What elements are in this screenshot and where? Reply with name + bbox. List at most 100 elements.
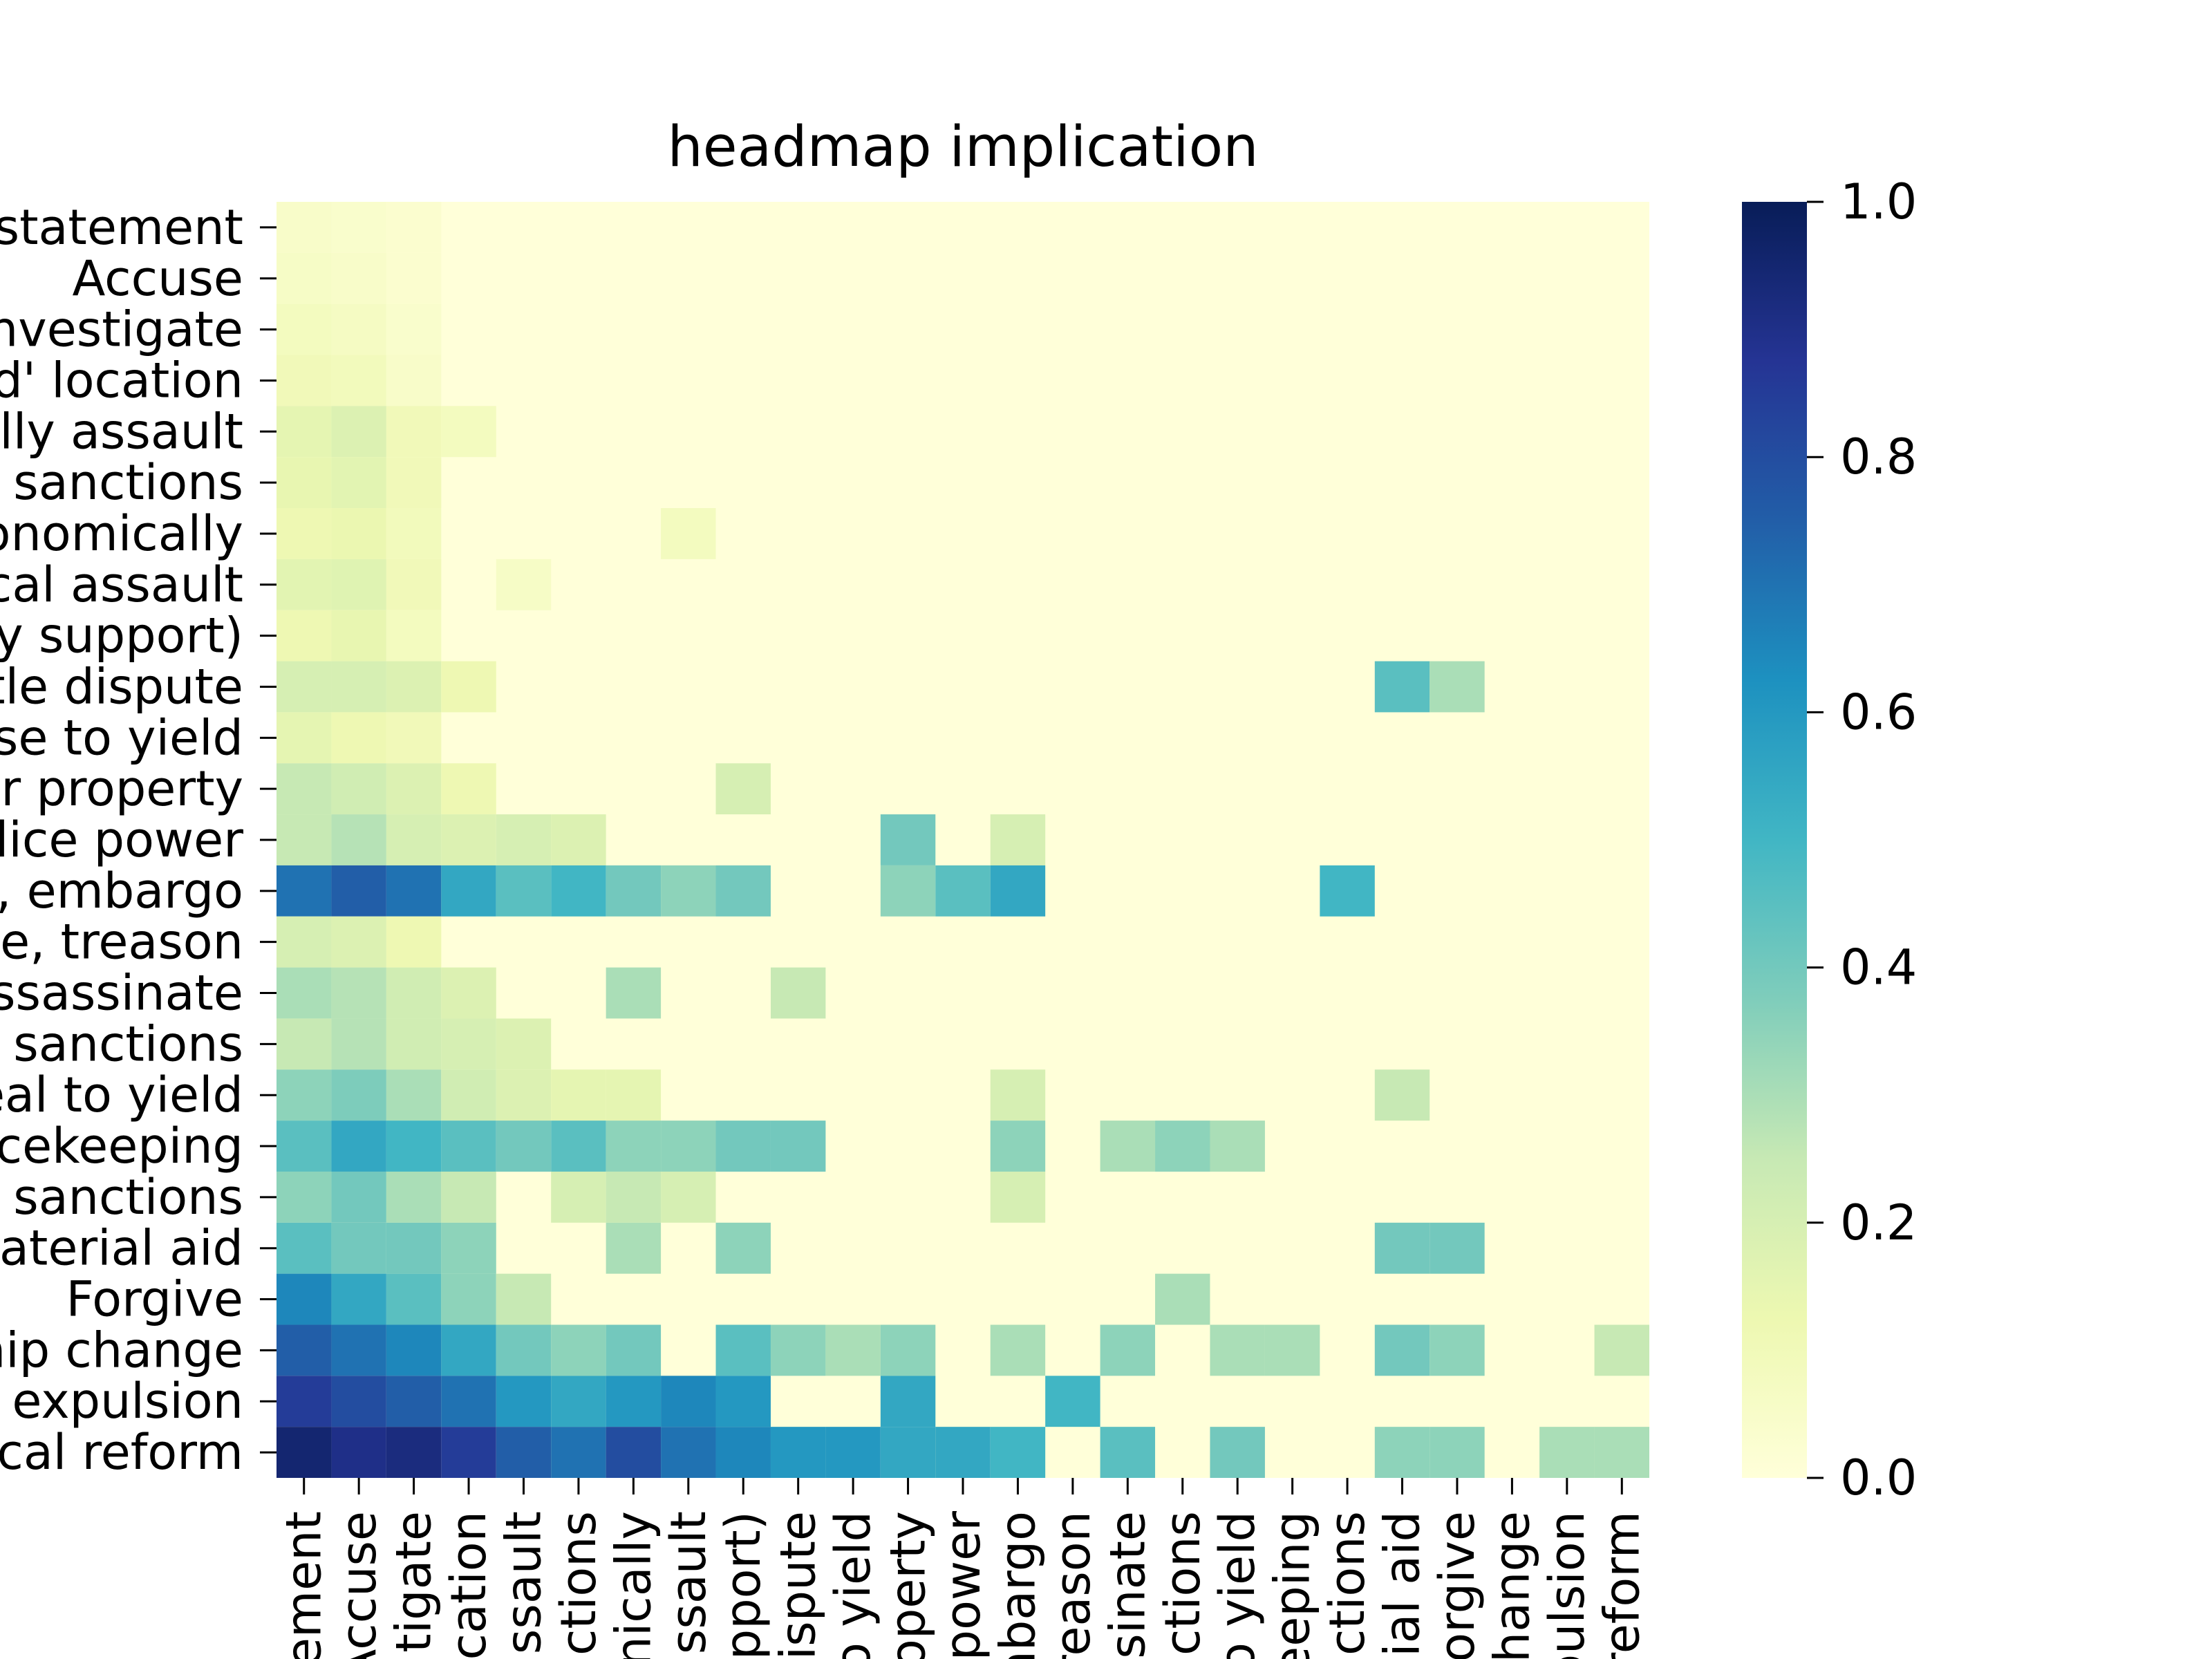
heatmap-cell	[770, 1427, 826, 1478]
heatmap-cell	[715, 1222, 771, 1274]
heatmap-cell	[990, 865, 1046, 917]
heatmap-cell	[990, 1069, 1046, 1121]
heatmap-cell	[441, 406, 496, 458]
y-tick-label: lly assault	[0, 403, 243, 460]
heatmap-cell	[276, 1324, 332, 1376]
x-tick-label: hange	[1483, 1511, 1540, 1659]
x-tick-label: ctions	[1319, 1511, 1376, 1656]
y-tick-label: statement	[0, 199, 243, 256]
heatmap-cell	[1210, 1427, 1265, 1478]
heatmap-cell	[1155, 1273, 1210, 1325]
heatmap-cell	[551, 1427, 606, 1478]
heatmap-cell	[331, 967, 386, 1019]
heatmap-cell	[276, 508, 332, 559]
heatmap-cells	[276, 202, 1649, 1478]
heatmap-cell	[990, 1427, 1046, 1478]
y-tick-label: , embargo	[0, 863, 243, 919]
y-tick-label: expulsion	[12, 1373, 243, 1430]
heatmap-cell	[770, 967, 826, 1019]
heatmap-cell	[331, 355, 386, 406]
heatmap-cell	[496, 865, 552, 917]
heatmap-cell	[276, 252, 332, 304]
heatmap-cell	[386, 1069, 442, 1121]
heatmap-cell	[276, 406, 332, 458]
heatmap-cell	[386, 610, 442, 662]
heatmap-cell	[661, 865, 716, 917]
x-tick-label: pulsion	[1539, 1511, 1595, 1659]
heatmap-cell	[276, 661, 332, 713]
heatmap-cell	[441, 1018, 496, 1070]
heatmap-cell	[331, 1171, 386, 1223]
x-tick-label: ssault	[660, 1511, 717, 1654]
x-tick-label: o yield	[1209, 1511, 1266, 1659]
heatmap-cell	[1210, 1121, 1265, 1172]
heatmap-cell	[276, 1171, 332, 1223]
heatmap-cell	[661, 1376, 716, 1427]
heatmap-cell	[551, 865, 606, 917]
y-tick-label: lice power	[0, 812, 243, 868]
heatmap-cell	[551, 1376, 606, 1427]
heatmap-cell	[276, 355, 332, 406]
heatmap-cell	[661, 508, 716, 559]
colorbar-tick-label: 0.6	[1840, 684, 1917, 740]
y-tick-label: Forgive	[66, 1271, 243, 1328]
heatmap-cell	[551, 1324, 606, 1376]
heatmap-cell	[661, 1171, 716, 1223]
heatmap-cell	[551, 814, 606, 865]
y-tick-label: cal assault	[0, 556, 243, 613]
heatmap-cell	[1374, 1222, 1430, 1274]
x-tick-label: mbargo	[989, 1511, 1046, 1659]
heatmap-cell	[276, 712, 332, 764]
heatmap-cell	[441, 1069, 496, 1121]
heatmap-cell	[276, 967, 332, 1019]
x-tick-label: Accuse	[330, 1511, 387, 1659]
heatmap-cell	[551, 1069, 606, 1121]
heatmap-cell	[990, 1121, 1046, 1172]
heatmap-cell	[331, 1121, 386, 1172]
heatmap-cell	[990, 1171, 1046, 1223]
y-tick-label: aterial aid	[0, 1220, 243, 1277]
heatmap-cell	[1374, 1069, 1430, 1121]
heatmap-cell	[880, 1427, 936, 1478]
x-tick-label: ial aid	[1374, 1511, 1431, 1657]
heatmap-cell	[331, 814, 386, 865]
heatmap-cell	[715, 865, 771, 917]
chart-title: headmap implication	[667, 115, 1258, 180]
x-tick-label: orgive	[1429, 1511, 1485, 1659]
heatmap-cell	[715, 1324, 771, 1376]
heatmap-cell	[715, 763, 771, 815]
y-tick-label: ssassinate	[0, 965, 243, 1022]
colorbar-tick-label: 0.2	[1840, 1194, 1917, 1251]
heatmap-cell	[1100, 1324, 1156, 1376]
heatmap-cell	[1155, 1121, 1210, 1172]
heatmap-cell	[606, 1069, 662, 1121]
heatmap-cell	[386, 1376, 442, 1427]
y-tick-label: eal to yield	[0, 1067, 243, 1123]
heatmap-cell	[935, 865, 991, 917]
heatmap-cell	[496, 1121, 552, 1172]
heatmap-cell	[880, 814, 936, 865]
heatmap-cell	[331, 610, 386, 662]
heatmap-cell	[606, 1324, 662, 1376]
heatmap-cell	[276, 1273, 332, 1325]
heatmap-cell	[331, 303, 386, 355]
heatmap-cell	[386, 1324, 442, 1376]
heatmap-cell	[715, 1427, 771, 1478]
heatmap-cell	[386, 967, 442, 1019]
heatmap-cell	[441, 1427, 496, 1478]
heatmap-cell	[331, 1069, 386, 1121]
heatmap-cell	[1594, 1324, 1649, 1376]
y-tick-label: hip change	[0, 1322, 243, 1378]
heatmap-cell	[1320, 865, 1375, 917]
heatmap-cell	[386, 814, 442, 865]
y-tick-label: nvestigate	[0, 301, 243, 358]
y-tick-label: sanctions	[13, 1015, 243, 1072]
y-tick-label: cal reform	[0, 1424, 243, 1481]
heatmap-cell	[331, 763, 386, 815]
heatmap-cell	[276, 559, 332, 610]
y-tick-label: tle dispute	[0, 658, 243, 715]
heatmap-cell	[276, 1069, 332, 1121]
heatmap-cell	[606, 1171, 662, 1223]
x-tick-label: ssault	[495, 1511, 552, 1654]
